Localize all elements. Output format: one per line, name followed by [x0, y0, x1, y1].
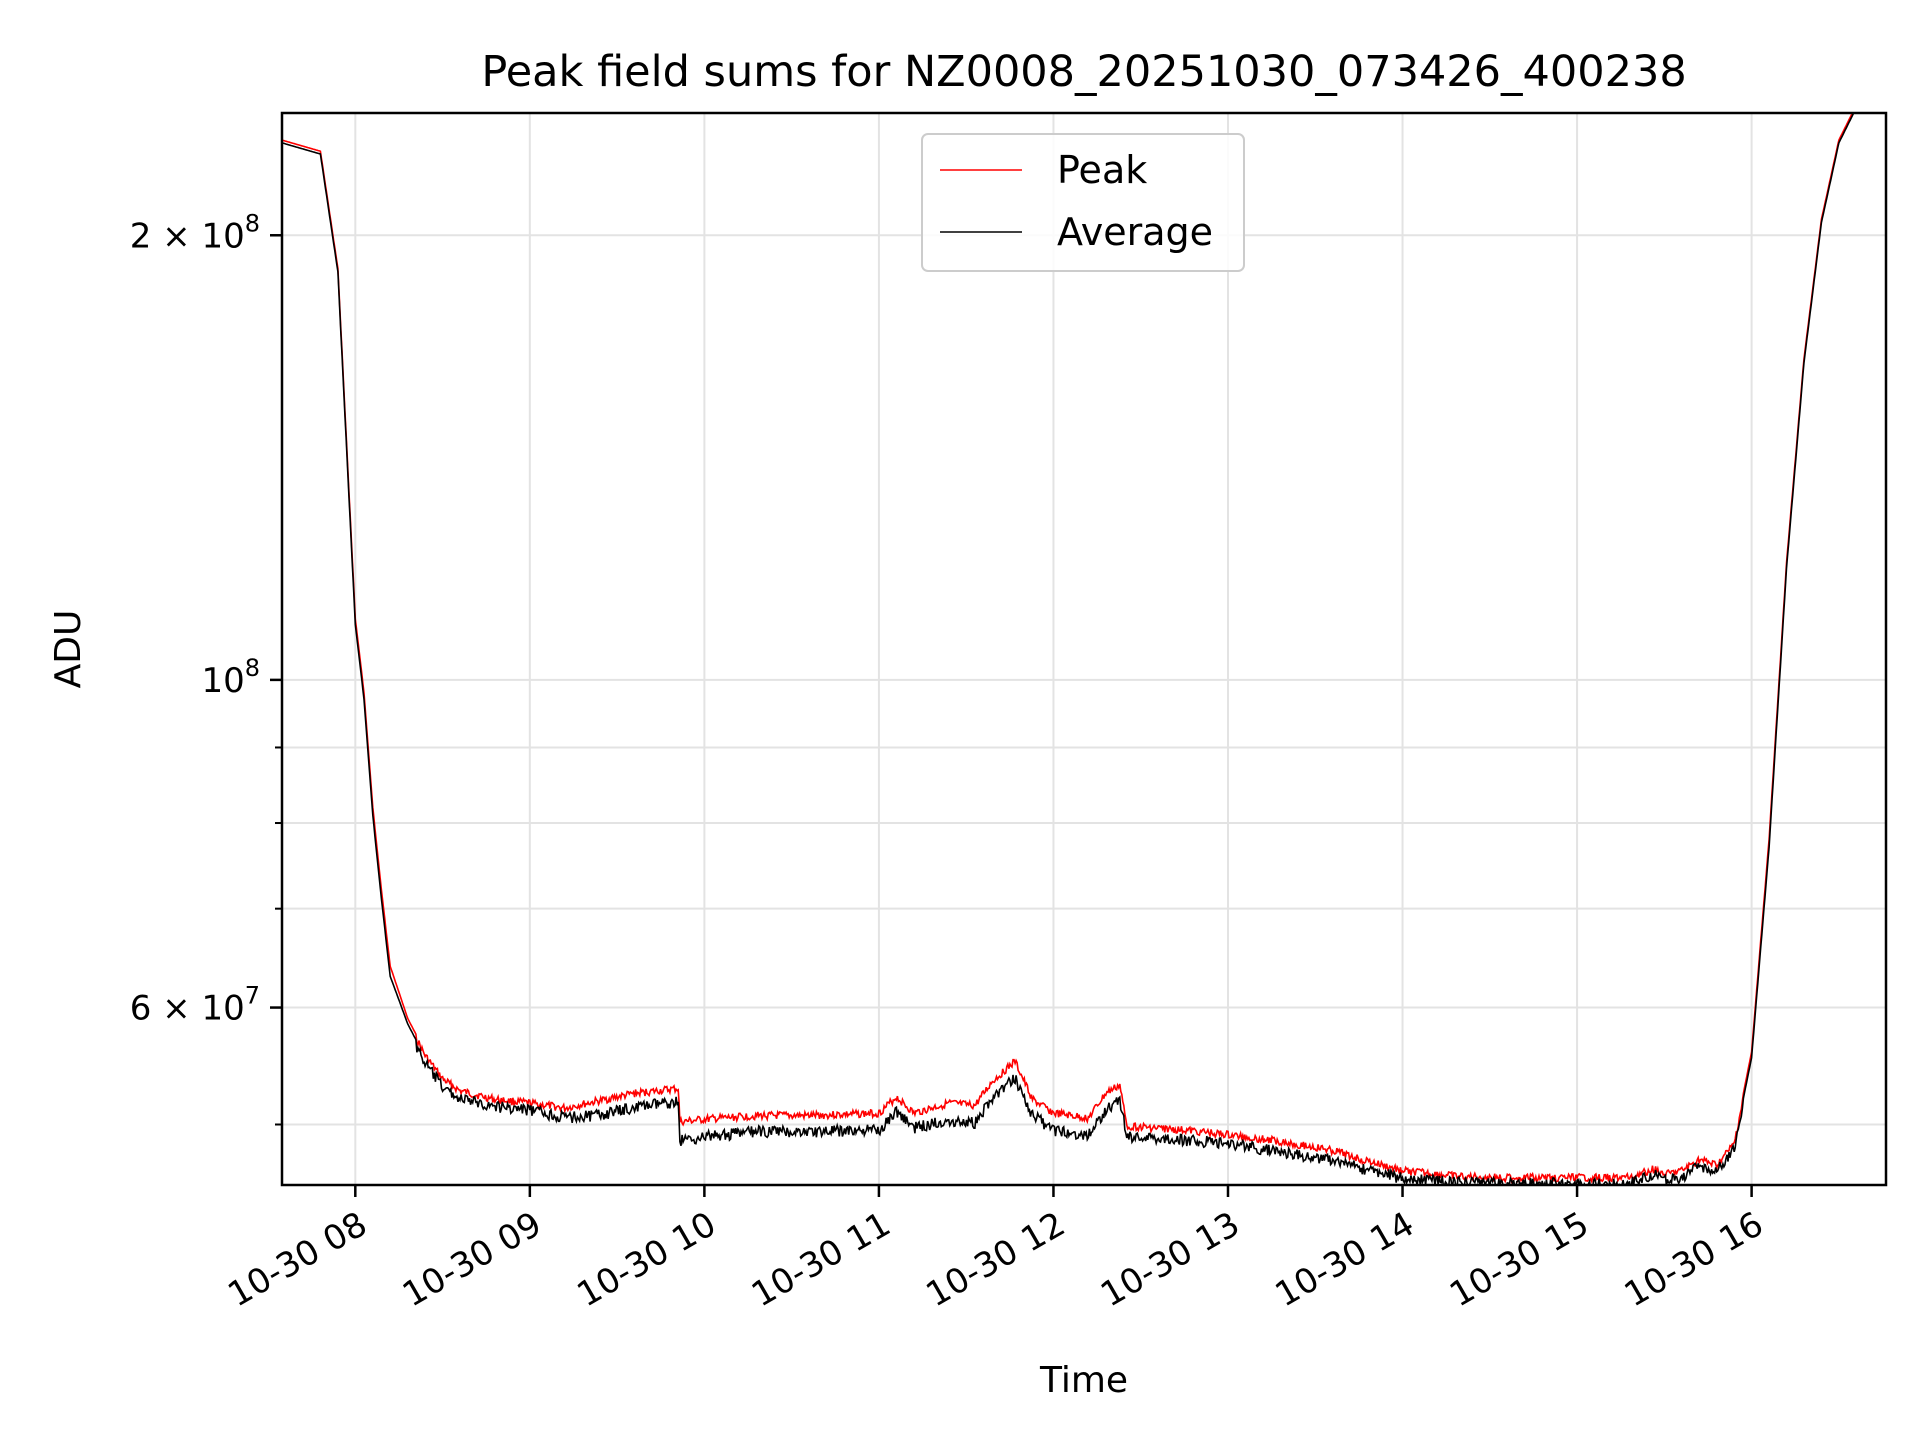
y-tick-label-base: 10 — [201, 661, 244, 701]
series-line-average — [282, 113, 1855, 1185]
x-axis-label: Time — [1039, 1360, 1128, 1401]
y-tick-label-base: 6 × 10 — [130, 989, 245, 1029]
y-tick-label: 2 × 108 — [130, 209, 260, 256]
legend-box — [921, 133, 1245, 272]
chart-title: Peak field sums for NZ0008_20251030_0734… — [481, 47, 1686, 97]
y-tick-label-exponent: 8 — [245, 209, 260, 237]
legend-label-peak: Peak — [1057, 148, 1147, 192]
y-tick-label-exponent: 7 — [245, 982, 260, 1010]
legend: Peak Average — [921, 133, 1245, 272]
series-layer — [282, 113, 1855, 1185]
plot-frame — [280, 111, 1888, 1187]
y-axis-label: ADU — [48, 610, 89, 689]
legend-label-average: Average — [1057, 210, 1213, 254]
series-line-peak — [282, 113, 1854, 1185]
y-tick-label-exponent: 8 — [245, 654, 260, 682]
y-tick-label-base: 2 × 10 — [130, 216, 245, 256]
y-tick-label: 6 × 107 — [130, 982, 260, 1029]
y-tick-label: 108 — [201, 654, 260, 701]
